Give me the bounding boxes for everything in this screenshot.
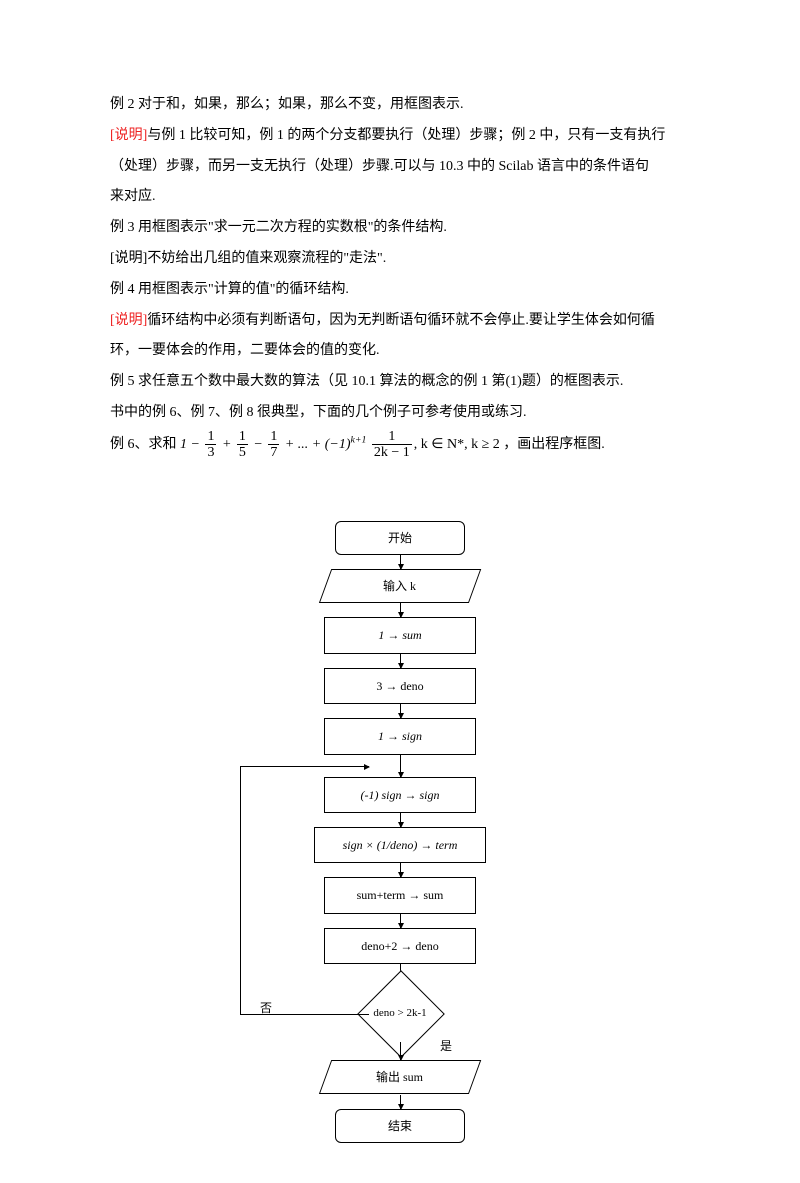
flow-step-1: 1 → sum: [324, 617, 476, 653]
arrow: [400, 704, 401, 718]
para-example6: 例 6、求和 1 − 13 + 15 − 17 + ... + (−1)k+1 …: [110, 429, 690, 461]
arrow: [400, 654, 401, 668]
para-example4: 例 4 用框图表示"计算的值"的循环结构.: [110, 275, 690, 306]
note-label-3: [说明]: [110, 313, 147, 328]
para-note3: [说明]循环结构中必须有判断语句，因为无判断语句循环就不会停止.要让学生体会如何…: [110, 306, 690, 337]
flow-loopback: [240, 766, 369, 1016]
arrow: [400, 1042, 401, 1060]
flow-step-2: 3 → deno: [324, 668, 476, 704]
ex6-formula: 1 − 13 + 15 − 17 + ... + (−1)k+1 12k − 1…: [180, 437, 503, 452]
ex6-prefix: 例 6、求和: [110, 437, 177, 452]
para-example3: 例 3 用框图表示"求一元二次方程的实数根"的条件结构.: [110, 213, 690, 244]
flow-label-yes: 是: [440, 1033, 452, 1059]
flowchart: 开始 输入 k 1 → sum 3 → deno 1 → sign (-1) s…: [220, 521, 580, 1143]
arrow: [400, 863, 401, 877]
flow-label-no: 否: [260, 995, 272, 1021]
para-book: 书中的例 6、例 7、例 8 很典型，下面的几个例子可参考使用或练习.: [110, 398, 690, 429]
flow-end: 结束: [335, 1109, 465, 1143]
arrow: [400, 755, 401, 777]
flow-output: 输出 sum: [319, 1060, 482, 1094]
para-note2: [说明]不妨给出几组的值来观察流程的"走法".: [110, 244, 690, 275]
note-text-3: 循环结构中必须有判断语句，因为无判断语句循环就不会停止.要让学生体会如何循: [147, 313, 655, 328]
flow-start: 开始: [335, 521, 465, 555]
note-label-1: [说明]: [110, 128, 147, 143]
para-example2: 例 2 对于和，如果，那么；如果，那么不变，用框图表示.: [110, 90, 690, 121]
para-note1: [说明]与例 1 比较可知，例 1 的两个分支都要执行（处理）步骤；例 2 中，…: [110, 121, 690, 152]
flow-step-3: 1 → sign: [324, 718, 476, 754]
arrow: [400, 555, 401, 569]
arrow: [400, 603, 401, 617]
arrow: [400, 914, 401, 928]
arrow: [400, 813, 401, 827]
para-note1-cont: （处理）步骤，而另一支无执行（处理）步骤.可以与 10.3 中的 Scilab …: [110, 152, 690, 183]
para-note1-end: 来对应.: [110, 182, 690, 213]
para-example5: 例 5 求任意五个数中最大数的算法（见 10.1 算法的概念的例 1 第(1)题…: [110, 367, 690, 398]
ex6-suffix: ，画出程序框图.: [503, 437, 605, 452]
arrow: [400, 1095, 401, 1109]
note-text-1: 与例 1 比较可知，例 1 的两个分支都要执行（处理）步骤；例 2 中，只有一支…: [147, 128, 665, 143]
para-note3-cont: 环，一要体会的作用，二要体会的值的变化.: [110, 336, 690, 367]
flow-input: 输入 k: [319, 569, 482, 603]
